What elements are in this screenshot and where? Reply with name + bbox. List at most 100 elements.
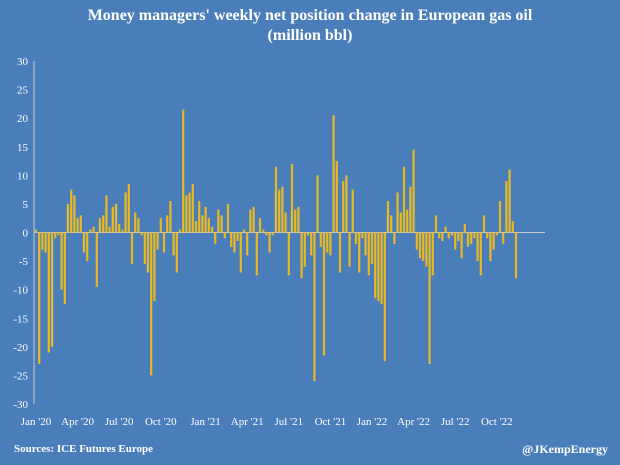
bar	[169, 201, 172, 233]
bar	[454, 232, 457, 250]
bar	[130, 232, 134, 264]
bar	[441, 232, 444, 242]
x-tick-label: Apr '21	[231, 416, 264, 428]
x-tick-label: Jul '22	[441, 416, 470, 428]
bar	[402, 166, 406, 233]
bar	[447, 232, 450, 239]
bar	[505, 181, 508, 233]
bar	[252, 206, 255, 233]
bar	[207, 218, 210, 233]
y-tick-label: 25	[17, 85, 29, 97]
bar	[498, 201, 502, 233]
bar	[348, 232, 351, 267]
x-tick-label: Jul '21	[275, 416, 304, 428]
bar	[95, 232, 98, 287]
y-tick-label: -30	[13, 399, 28, 411]
bar	[108, 226, 111, 233]
bar	[303, 232, 306, 267]
bar	[38, 232, 41, 364]
bar	[444, 226, 447, 233]
bar	[287, 232, 290, 276]
bar	[383, 232, 386, 362]
bar	[434, 215, 438, 233]
bar	[150, 232, 153, 376]
bar	[431, 232, 434, 276]
y-tick-label: -15	[13, 313, 28, 325]
bar	[242, 229, 246, 233]
bar	[409, 186, 412, 233]
bar	[127, 183, 130, 233]
bar	[489, 232, 492, 262]
x-tick-label: Apr '22	[397, 416, 430, 428]
bar	[332, 115, 335, 233]
x-tick-label: Jan '20	[21, 416, 52, 428]
bar	[226, 203, 230, 233]
x-tick-label: Oct '22	[481, 416, 513, 428]
bar	[470, 232, 473, 244]
bar	[246, 232, 249, 256]
bar	[476, 232, 479, 262]
y-tick-label: -20	[13, 342, 28, 354]
bar	[124, 192, 127, 233]
bar	[502, 232, 505, 244]
bar	[137, 218, 140, 233]
bar	[495, 232, 498, 236]
bar	[268, 232, 271, 253]
bar	[201, 215, 204, 233]
chart-title-block: Money managers' weekly net position chan…	[0, 6, 620, 46]
bar	[482, 215, 486, 233]
bar	[370, 232, 374, 264]
bar	[415, 232, 418, 250]
bar	[310, 232, 313, 256]
bar	[393, 232, 396, 244]
bar	[319, 232, 322, 247]
bar	[466, 232, 470, 247]
bar	[342, 181, 345, 233]
bar	[463, 223, 466, 233]
bar	[162, 232, 166, 253]
bar	[47, 232, 50, 353]
bar	[361, 232, 364, 239]
bar	[111, 206, 114, 233]
bar	[175, 232, 178, 273]
bar	[76, 218, 79, 233]
bar	[79, 215, 82, 233]
bar	[188, 192, 191, 233]
bar	[153, 232, 156, 302]
bar	[172, 232, 175, 256]
bar	[185, 195, 188, 233]
bar	[121, 229, 124, 233]
bar	[390, 215, 393, 233]
bar	[166, 215, 169, 233]
bar	[294, 209, 297, 233]
bar	[82, 232, 86, 253]
bar	[278, 189, 281, 233]
bar	[358, 232, 361, 273]
bar	[329, 232, 332, 256]
y-tick-label: -25	[13, 370, 28, 382]
bar	[230, 232, 233, 247]
bar	[262, 229, 265, 233]
bar	[290, 163, 294, 233]
y-tick-label: -5	[19, 256, 29, 268]
bar	[198, 201, 201, 233]
bar	[335, 161, 338, 233]
bar	[57, 232, 60, 236]
bar	[306, 232, 310, 236]
y-tick-label: 20	[17, 113, 29, 125]
bar	[134, 212, 137, 233]
bar	[457, 232, 460, 242]
bar	[191, 183, 194, 233]
bar	[60, 232, 63, 290]
bar	[239, 232, 242, 273]
bar	[156, 232, 159, 250]
bar	[34, 229, 38, 233]
bar	[367, 232, 370, 276]
bar	[322, 232, 326, 356]
bar	[399, 212, 402, 233]
bar	[486, 232, 489, 239]
bar	[428, 232, 431, 364]
bar	[300, 232, 303, 279]
bar	[274, 166, 278, 233]
